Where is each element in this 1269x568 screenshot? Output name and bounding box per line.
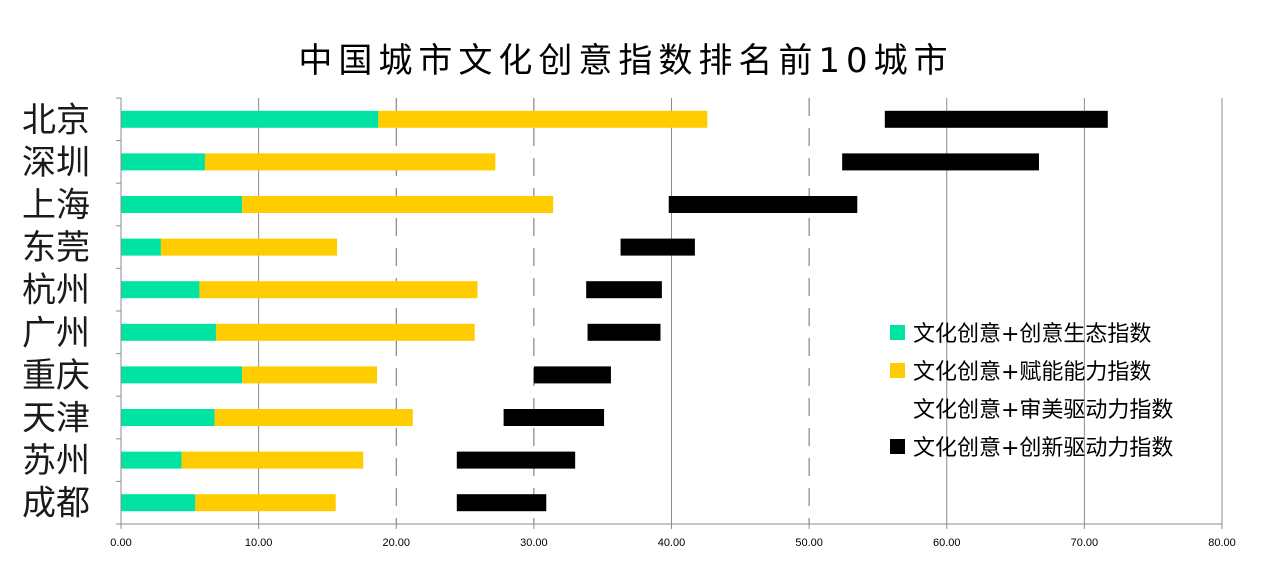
category-label: 上海	[22, 186, 90, 226]
x-tick-label: 10.00	[245, 537, 273, 549]
axes	[116, 97, 1223, 529]
bars	[121, 110, 1108, 512]
bar-上海-series-3	[668, 196, 858, 213]
category-label: 深圳	[22, 143, 90, 183]
bar-苏州-series-1	[181, 451, 364, 469]
bar-深圳-series-3	[842, 153, 1039, 171]
category-label: 苏州	[22, 441, 90, 481]
category-label: 重庆	[22, 356, 90, 396]
chart-title: 中国城市文化创意指数排名前10城市	[298, 41, 953, 81]
bar-广州-series-1	[215, 323, 475, 341]
legend-swatch	[890, 363, 905, 378]
x-tick-label: 0.00	[110, 537, 131, 549]
legend-label: 文化创意+审美驱动力指数	[913, 398, 1173, 423]
legend-swatch	[890, 401, 905, 416]
bar-杭州-series-3	[586, 281, 662, 299]
category-label: 杭州	[22, 271, 90, 311]
bar-重庆-series-1	[242, 366, 377, 384]
category-label: 东莞	[22, 228, 90, 268]
bar-重庆-series-0	[121, 366, 243, 384]
legend-label: 文化创意+赋能能力指数	[913, 360, 1151, 385]
bar-重庆-series-3	[533, 366, 611, 384]
legend: 文化创意+创意生态指数文化创意+赋能能力指数文化创意+审美驱动力指数文化创意+创…	[890, 322, 1173, 461]
bar-杭州-series-0	[121, 281, 200, 299]
legend-label: 文化创意+创意生态指数	[913, 322, 1151, 347]
x-tick-label: 70.00	[1071, 537, 1099, 549]
bar-苏州-series-0	[121, 451, 182, 469]
category-label: 广州	[22, 313, 90, 353]
category-label: 北京	[22, 100, 90, 140]
category-label: 天津	[22, 399, 90, 439]
bar-上海-series-0	[121, 196, 243, 213]
bar-东莞-series-1	[160, 238, 338, 256]
legend-swatch	[890, 325, 905, 340]
bar-苏州-series-3	[456, 451, 576, 469]
bar-上海-series-1	[242, 196, 554, 213]
x-tick-label: 30.00	[520, 537, 548, 549]
x-tick-label: 20.00	[382, 537, 410, 549]
bar-天津-series-1	[214, 409, 413, 426]
bar-北京-series-3	[884, 110, 1108, 128]
bar-广州-series-0	[121, 323, 216, 341]
x-tick-label: 80.00	[1208, 537, 1236, 549]
legend-label: 文化创意+创新驱动力指数	[913, 436, 1173, 461]
bar-成都-series-1	[195, 494, 336, 512]
bar-天津-series-0	[121, 409, 215, 426]
x-tick-label: 40.00	[658, 537, 686, 549]
x-tick-label: 60.00	[933, 537, 961, 549]
bar-广州-series-3	[587, 323, 661, 341]
bar-东莞-series-3	[620, 238, 695, 256]
category-label: 成都	[22, 484, 90, 524]
bar-杭州-series-1	[199, 281, 478, 299]
bar-深圳-series-1	[204, 153, 496, 171]
legend-swatch	[890, 439, 905, 454]
bar-天津-series-3	[503, 409, 605, 426]
bar-东莞-series-0	[121, 238, 161, 256]
x-tick-label: 50.00	[795, 537, 823, 549]
x-tick-labels: 0.00 10.00 20.00 30.00 40.00 50.00 60.00 70.00 8…	[110, 537, 1235, 549]
bar-北京-series-0	[121, 110, 379, 128]
bar-深圳-series-0	[121, 153, 205, 171]
bar-北京-series-1	[378, 110, 708, 128]
bar-成都-series-0	[121, 494, 196, 512]
bar-成都-series-3	[456, 494, 547, 512]
